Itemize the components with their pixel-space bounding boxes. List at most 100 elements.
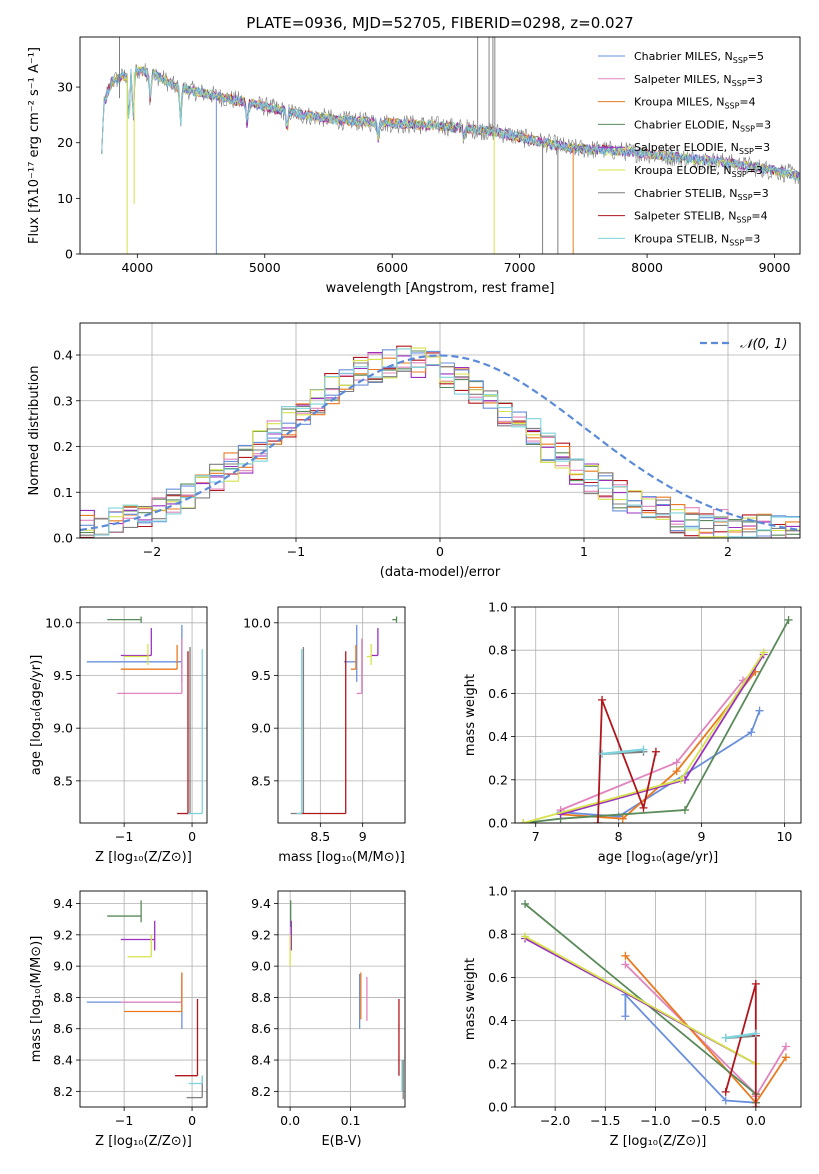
- y-tick-label: 10.0: [243, 615, 271, 630]
- legend-series-name: Kroupa MILES, N: [634, 96, 724, 109]
- x-tick-label: −2.0: [540, 1113, 570, 1128]
- data-point: [676, 775, 685, 784]
- x-tick-label: 8000: [631, 260, 663, 275]
- y-tick-label: 9.5: [251, 668, 271, 683]
- y-axis-label: age [log₁₀(age/yr)]: [29, 655, 44, 776]
- legend-subscript: SSP: [729, 238, 744, 247]
- data-point: [598, 695, 607, 704]
- x-tick-label: 0.1: [341, 1113, 361, 1128]
- data-point: [781, 1042, 790, 1051]
- axes-mass-vs-Z: −1 0 8.2 8.4 8.6 8.8 9.0 9.2 9.4 Z [log₁₀(Z/Z⊙)] m…: [29, 890, 208, 1149]
- legend-nssp: =3: [754, 141, 770, 154]
- y-tick-label: 8.6: [251, 1021, 271, 1036]
- x-axis-label: wavelength [Angstrom, rest frame]: [326, 281, 555, 296]
- y-tick-label: 9.2: [53, 927, 73, 942]
- legend-series-name: Chabrier STELIB, N: [634, 187, 738, 200]
- grid: [515, 890, 801, 1108]
- plot-area: [86, 616, 203, 815]
- y-tick-label: 0.4: [488, 1013, 508, 1028]
- data-point: [651, 747, 660, 756]
- axes-frame: [514, 606, 802, 824]
- legend-nssp: =3: [747, 164, 763, 177]
- x-tick-label: −1.0: [640, 1113, 670, 1128]
- y-tick-label: 8.6: [53, 1021, 73, 1036]
- axes-frame: [79, 890, 208, 1108]
- legend-series-name: Kroupa ELODIE, N: [634, 164, 732, 177]
- axes-age-vs-Z: −1 0 8.5 9.0 9.5 10.0 Z [log₁₀(Z/Z⊙)] age [log₁…: [29, 606, 208, 865]
- y-tick-label: 0.1: [53, 485, 73, 500]
- y-tick-label: 0.6: [488, 970, 508, 985]
- ticks: 4000 5000 6000 7000 8000 9000 0 10 20 30: [57, 80, 790, 275]
- x-tick-label: −1: [287, 544, 305, 559]
- legend-nssp: =3: [755, 118, 771, 131]
- y-axis-label: mass weight: [463, 958, 478, 1040]
- x-tick-label: −1: [115, 1113, 133, 1128]
- y-axis-label: mass [log₁₀(M/M⊙)]: [29, 936, 44, 1063]
- legend-series-name: Kroupa STELIB, N: [634, 232, 729, 245]
- y-tick-label: 9.0: [251, 959, 271, 974]
- plot-area: [521, 899, 790, 1107]
- x-tick-label: 9000: [759, 260, 791, 275]
- x-tick-label: 8.5: [310, 829, 330, 844]
- data-point: [672, 767, 681, 776]
- data-point: [781, 1053, 790, 1062]
- legend: 𝒩(0, 1): [700, 337, 787, 352]
- series-line: [725, 1032, 756, 1040]
- series-line: [601, 748, 644, 756]
- spectrum-line: [101, 66, 800, 182]
- data-point: [721, 1087, 730, 1096]
- x-axis-label: mass [log₁₀(M/M⊙)]: [278, 850, 405, 865]
- y-axis-label: Flux [fλ10⁻¹⁷ erg cm⁻² s⁻¹ A⁻¹]: [27, 47, 42, 244]
- axes-frame: [277, 606, 406, 824]
- y-tick-label: 9.0: [53, 721, 73, 736]
- x-tick-label: 0: [188, 829, 196, 844]
- x-tick-label: −1: [115, 829, 133, 844]
- grid: [80, 891, 207, 1107]
- y-tick-label: 0.2: [488, 1056, 508, 1071]
- y-tick-label: 9.5: [53, 668, 73, 683]
- x-axis-label: E(B-V): [321, 1134, 361, 1149]
- ticks: 0.0 0.1 8.2 8.4 8.6 8.8 9.0 9.2 9.4: [251, 896, 360, 1128]
- legend-nssp: =5: [748, 50, 764, 63]
- data-point: [621, 1012, 630, 1021]
- data-point: [521, 899, 530, 908]
- legend-label: Salpeter ELODIE, NSSP=3: [634, 141, 770, 156]
- data-point: [680, 806, 689, 815]
- legend-label: Kroupa MILES, NSSP=4: [634, 96, 756, 111]
- plot-area: [101, 37, 800, 254]
- y-tick-label: 9.0: [53, 959, 73, 974]
- x-tick-label: 0.0: [280, 1113, 300, 1128]
- y-tick-label: 10: [57, 191, 73, 206]
- data-point: [598, 749, 607, 758]
- legend-nssp: =3: [744, 232, 760, 245]
- spectrum-line: [101, 66, 800, 181]
- x-tick-label: −2: [143, 544, 161, 559]
- data-point: [593, 819, 602, 823]
- legend-series-name: Chabrier ELODIE, N: [634, 118, 740, 131]
- x-tick-label: 0: [436, 544, 444, 559]
- legend-series-name: Salpeter ELODIE, N: [634, 141, 739, 154]
- data-point: [621, 960, 630, 969]
- plot-area: [519, 615, 793, 823]
- y-tick-label: 0.3: [53, 393, 73, 408]
- axes-frame: [514, 890, 802, 1108]
- x-tick-label: −0.5: [690, 1113, 720, 1128]
- plot-area: [86, 900, 203, 1099]
- y-tick-label: 8.4: [251, 1053, 271, 1068]
- y-tick-label: 20: [57, 135, 73, 150]
- x-axis-label: age [log₁₀(age/yr)]: [598, 850, 719, 865]
- y-tick-label: 0.2: [53, 439, 73, 454]
- x-axis-label: Z [log₁₀(Z/Z⊙)]: [95, 1134, 192, 1149]
- y-tick-label: 0.6: [488, 686, 508, 701]
- y-axis-label: Normed distribution: [27, 366, 42, 496]
- legend-subscript: SSP: [739, 147, 754, 156]
- ticks: −2 −1 0 1 2 0.0 0.1 0.2 0.3 0.4: [53, 348, 732, 559]
- ticks: 8.5 9 8.5 9.0 9.5 10.0: [243, 615, 367, 844]
- data-point: [639, 803, 648, 812]
- data-point: [751, 1029, 760, 1038]
- legend-subscript: SSP: [733, 56, 748, 65]
- data-point: [751, 1103, 760, 1107]
- y-tick-label: 8.2: [53, 1084, 73, 1099]
- y-tick-label: 1.0: [488, 600, 508, 615]
